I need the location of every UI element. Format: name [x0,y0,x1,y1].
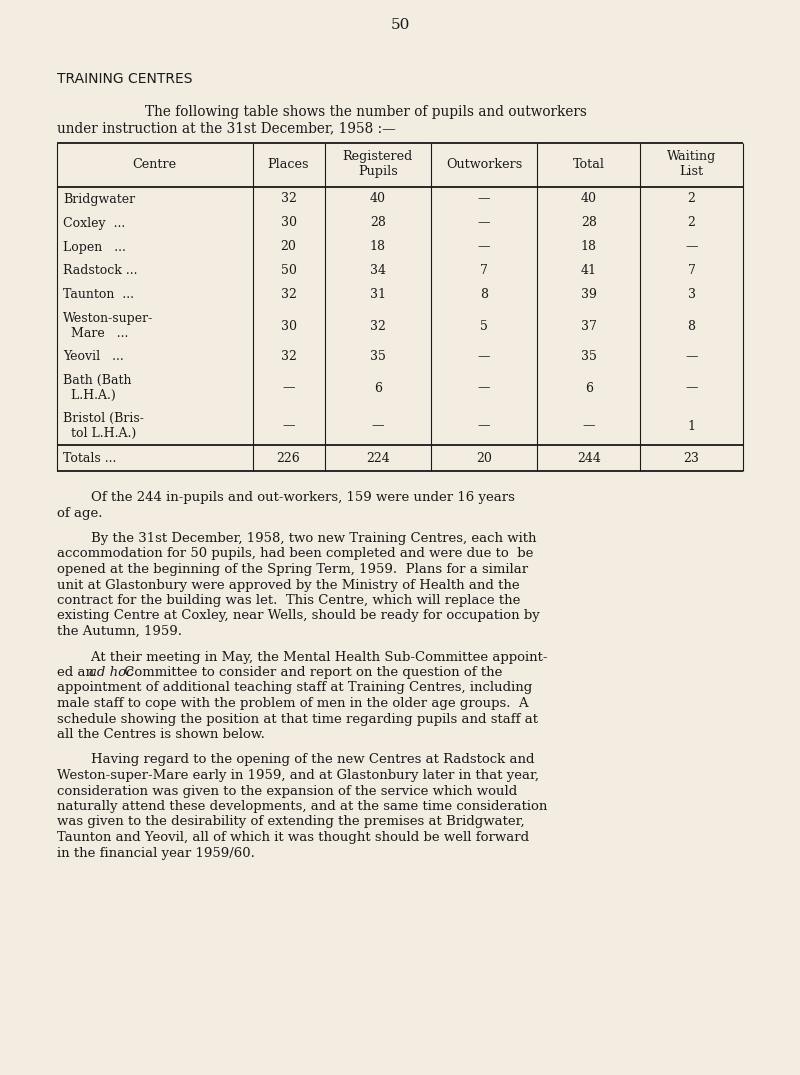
Text: all the Centres is shown below.: all the Centres is shown below. [57,728,265,741]
Text: 20: 20 [281,241,297,254]
Text: ad hoc: ad hoc [89,666,133,679]
Text: 7: 7 [688,264,695,277]
Text: contract for the building was let.  This Centre, which will replace the: contract for the building was let. This … [57,594,520,607]
Text: Radstock ...: Radstock ... [63,264,138,277]
Text: 28: 28 [370,216,386,229]
Text: L.H.A.): L.H.A.) [63,389,116,402]
Text: 226: 226 [277,452,301,464]
Text: 32: 32 [370,319,386,332]
Text: appointment of additional teaching staff at Training Centres, including: appointment of additional teaching staff… [57,682,532,694]
Text: Totals ...: Totals ... [63,452,116,464]
Text: —: — [478,216,490,229]
Text: Taunton and Yeovil, all of which it was thought should be well forward: Taunton and Yeovil, all of which it was … [57,831,529,844]
Text: At their meeting in May, the Mental Health Sub-Committee appoint-: At their meeting in May, the Mental Heal… [57,650,547,663]
Text: 6: 6 [374,382,382,395]
Text: Registered: Registered [342,151,413,163]
Text: under instruction at the 31st December, 1958 :—: under instruction at the 31st December, … [57,121,396,135]
Text: unit at Glastonbury were approved by the Ministry of Health and the: unit at Glastonbury were approved by the… [57,578,520,591]
Text: opened at the beginning of the Spring Term, 1959.  Plans for a similar: opened at the beginning of the Spring Te… [57,563,528,576]
Text: 32: 32 [281,192,297,205]
Text: was given to the desirability of extending the premises at Bridgwater,: was given to the desirability of extendi… [57,816,525,829]
Text: ed an: ed an [57,666,98,679]
Text: —: — [686,382,698,395]
Text: 35: 35 [581,350,597,363]
Text: 39: 39 [581,288,597,301]
Text: Bridgwater: Bridgwater [63,192,135,205]
Text: 30: 30 [281,319,297,332]
Text: 2: 2 [688,216,695,229]
Text: Weston-super-: Weston-super- [63,312,154,325]
Text: 18: 18 [370,241,386,254]
Text: Of the 244 in-pupils and out-workers, 159 were under 16 years: Of the 244 in-pupils and out-workers, 15… [57,491,515,504]
Text: in the financial year 1959/60.: in the financial year 1959/60. [57,846,255,860]
Text: 34: 34 [370,264,386,277]
Text: Bristol (Bris-: Bristol (Bris- [63,412,144,425]
Text: 8: 8 [687,319,695,332]
Text: Committee to consider and report on the question of the: Committee to consider and report on the … [120,666,502,679]
Text: accommodation for 50 pupils, had been completed and were due to  be: accommodation for 50 pupils, had been co… [57,547,534,560]
Text: 32: 32 [281,288,297,301]
Text: 20: 20 [476,452,492,464]
Text: —: — [478,192,490,205]
Text: Coxley  ...: Coxley ... [63,216,126,229]
Text: Waiting: Waiting [667,151,716,163]
Text: 23: 23 [684,452,699,464]
Text: —: — [282,382,294,395]
Text: 1: 1 [687,419,695,432]
Text: the Autumn, 1959.: the Autumn, 1959. [57,625,182,637]
Text: naturally attend these developments, and at the same time consideration: naturally attend these developments, and… [57,800,547,813]
Text: 18: 18 [581,241,597,254]
Text: Yeovil   ...: Yeovil ... [63,350,124,363]
Text: 31: 31 [370,288,386,301]
Text: By the 31st December, 1958, two new Training Centres, each with: By the 31st December, 1958, two new Trai… [57,532,537,545]
Text: 7: 7 [480,264,488,277]
Text: Having regard to the opening of the new Centres at Radstock and: Having regard to the opening of the new … [57,754,534,766]
Text: Bath (Bath: Bath (Bath [63,374,131,387]
Text: 30: 30 [281,216,297,229]
Text: —: — [478,382,490,395]
Text: —: — [478,419,490,432]
Text: 224: 224 [366,452,390,464]
Text: 32: 32 [281,350,297,363]
Text: of age.: of age. [57,506,102,519]
Text: 35: 35 [370,350,386,363]
Text: 40: 40 [370,192,386,205]
Text: 2: 2 [688,192,695,205]
Text: 244: 244 [577,452,601,464]
Text: List: List [679,164,704,178]
Text: 40: 40 [581,192,597,205]
Text: Places: Places [268,158,310,172]
Text: Lopen   ...: Lopen ... [63,241,126,254]
Text: 37: 37 [581,319,597,332]
Text: —: — [478,350,490,363]
Text: 8: 8 [480,288,488,301]
Text: —: — [282,419,294,432]
Text: —: — [686,350,698,363]
Text: consideration was given to the expansion of the service which would: consideration was given to the expansion… [57,785,518,798]
Text: Mare   ...: Mare ... [63,327,128,340]
Text: —: — [371,419,384,432]
Text: —: — [478,241,490,254]
Text: 3: 3 [687,288,695,301]
Text: schedule showing the position at that time regarding pupils and staff at: schedule showing the position at that ti… [57,713,538,726]
Text: The following table shows the number of pupils and outworkers: The following table shows the number of … [145,105,587,119]
Text: 50: 50 [390,18,410,32]
Text: existing Centre at Coxley, near Wells, should be ready for occupation by: existing Centre at Coxley, near Wells, s… [57,610,540,622]
Text: —: — [686,241,698,254]
Text: Outworkers: Outworkers [446,158,522,172]
Text: 50: 50 [281,264,297,277]
Text: —: — [582,419,595,432]
Text: tol L.H.A.): tol L.H.A.) [63,427,136,440]
Text: 28: 28 [581,216,597,229]
Text: 5: 5 [480,319,488,332]
Text: Centre: Centre [133,158,177,172]
Text: 41: 41 [581,264,597,277]
Text: Weston-super-Mare early in 1959, and at Glastonbury later in that year,: Weston-super-Mare early in 1959, and at … [57,769,539,782]
Text: Taunton  ...: Taunton ... [63,288,134,301]
Text: TRAINING CENTRES: TRAINING CENTRES [57,72,193,86]
Text: 6: 6 [585,382,593,395]
Text: male staff to cope with the problem of men in the older age groups.  A: male staff to cope with the problem of m… [57,697,529,710]
Text: Total: Total [573,158,605,172]
Text: Pupils: Pupils [358,164,398,178]
